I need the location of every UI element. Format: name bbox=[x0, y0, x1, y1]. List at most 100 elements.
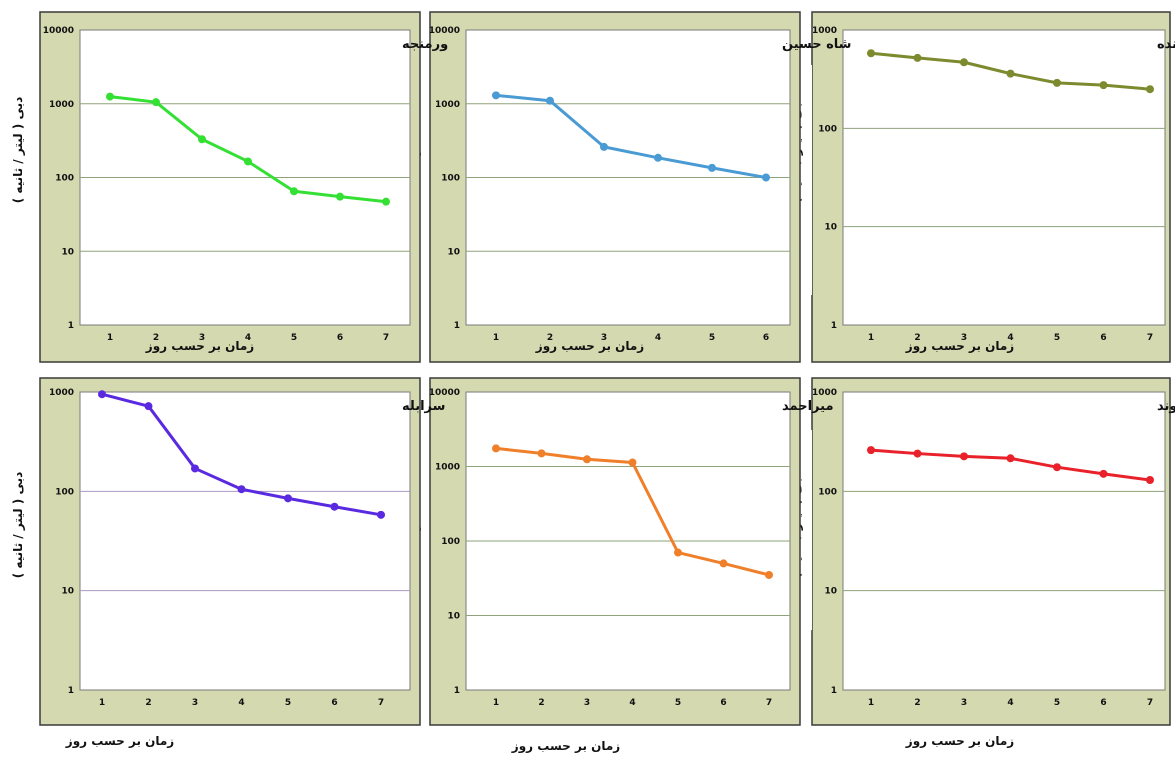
x-tick-label: 5 bbox=[1054, 698, 1060, 708]
data-point bbox=[284, 494, 292, 503]
y-tick-label: 10 bbox=[447, 247, 460, 257]
y-tick-label: 100 bbox=[55, 174, 74, 184]
data-point bbox=[537, 449, 546, 458]
series-line bbox=[494, 93, 768, 179]
data-point bbox=[106, 92, 114, 101]
y-tick-label: 100 bbox=[55, 487, 74, 497]
x-tick-label: 3 bbox=[961, 333, 967, 343]
y-tick-label: 10000 bbox=[43, 26, 74, 36]
data-point bbox=[290, 187, 298, 196]
x-tick-label: 6 bbox=[1100, 698, 1106, 708]
x-tick-label: 4 bbox=[655, 333, 661, 343]
data-point bbox=[960, 452, 968, 461]
x-tick-label: 3 bbox=[601, 333, 607, 343]
x-tick-label: 6 bbox=[1100, 333, 1106, 343]
data-point bbox=[1099, 469, 1108, 478]
data-point bbox=[330, 502, 339, 511]
y-tick-label: 1 bbox=[68, 686, 74, 696]
chart-panel: 11010010001234567خضرزندهزمان بر حسب روزد… bbox=[789, 11, 1175, 363]
chart-title: خضرزنده bbox=[1157, 37, 1175, 52]
x-tick-label: 5 bbox=[675, 698, 681, 708]
data-point bbox=[628, 458, 637, 467]
chart-panel: 1 10 100 1000 10000 1 2 3 4 5 6 7 ورمنجه زمان بر حسب … bbox=[11, 11, 448, 363]
x-tick-label: 3 bbox=[584, 698, 590, 708]
x-tick-label: 1 bbox=[868, 698, 874, 708]
x-tick-label: 4 bbox=[1007, 333, 1013, 343]
data-point bbox=[1146, 85, 1154, 94]
data-point bbox=[913, 449, 922, 458]
data-point bbox=[1053, 78, 1061, 87]
data-point bbox=[382, 197, 390, 206]
data-point bbox=[719, 559, 728, 568]
data-point bbox=[237, 485, 246, 494]
chart-panel: 1 10 100 1000 10000 1 2 3 4 5 6 شاه حسین زمان بر حسب… bbox=[407, 11, 851, 363]
chart-panel: 1101001000100001234567میراحمددبی ( لیتر … bbox=[407, 377, 834, 726]
data-point bbox=[654, 153, 662, 162]
y-tick-label: 1 bbox=[831, 686, 837, 696]
y-tick-label: 100 bbox=[818, 487, 837, 497]
data-point bbox=[152, 98, 160, 107]
x-tick-label: 1 bbox=[107, 333, 113, 343]
x-tick-label: 1 bbox=[99, 698, 105, 708]
y-tick-label: 10 bbox=[824, 223, 837, 233]
data-point bbox=[546, 96, 554, 105]
y-tick-label: 10 bbox=[61, 247, 74, 257]
x-axis-caption: زمان بر حسب روز bbox=[905, 734, 1015, 749]
data-point bbox=[765, 570, 773, 579]
x-axis-caption: زمان بر حسب روز bbox=[511, 739, 621, 754]
data-point bbox=[960, 58, 968, 67]
y-tick-label: 1 bbox=[454, 686, 460, 696]
y-tick-label: 100 bbox=[441, 174, 460, 184]
y-tick-label: 10 bbox=[447, 612, 460, 622]
x-tick-label: 5 bbox=[709, 333, 715, 343]
x-tick-label: 1 bbox=[493, 698, 499, 708]
x-tick-label: 6 bbox=[763, 333, 769, 343]
x-tick-label: 3 bbox=[961, 698, 967, 708]
data-point bbox=[762, 173, 770, 182]
data-point bbox=[1006, 69, 1015, 78]
x-tick-label: 1 bbox=[493, 333, 499, 343]
x-tick-label: 4 bbox=[245, 333, 251, 343]
x-tick-label: 4 bbox=[1007, 698, 1013, 708]
data-point bbox=[708, 163, 716, 172]
data-point bbox=[674, 548, 682, 557]
chart-title: ورمنجه bbox=[402, 37, 448, 52]
x-axis-label: زمان بر حسب روز bbox=[905, 339, 1015, 354]
chart-title: سرابله bbox=[402, 399, 445, 414]
y-tick-label: 1000 bbox=[812, 388, 837, 398]
x-tick-label: 2 bbox=[145, 698, 151, 708]
data-point bbox=[1053, 463, 1061, 472]
plot-area bbox=[842, 29, 1166, 326]
x-tick-label: 3 bbox=[199, 333, 205, 343]
data-point bbox=[144, 402, 153, 411]
x-axis-label: زمان بر حسب روز bbox=[145, 339, 255, 354]
data-point bbox=[600, 142, 608, 151]
y-tick-label: 1000 bbox=[49, 388, 74, 398]
x-tick-label: 7 bbox=[383, 333, 389, 343]
data-point bbox=[336, 192, 344, 201]
data-point bbox=[913, 53, 922, 62]
x-tick-label: 3 bbox=[192, 698, 198, 708]
y-axis-label: دبی ( لیتر / ثانیه ) bbox=[11, 97, 25, 204]
data-point bbox=[583, 455, 591, 464]
y-tick-label: 100 bbox=[818, 124, 837, 134]
x-tick-label: 5 bbox=[285, 698, 291, 708]
y-tick-label: 10 bbox=[61, 587, 74, 597]
x-tick-label: 2 bbox=[914, 698, 920, 708]
x-axis-caption: زمان بر حسب روز bbox=[65, 734, 175, 749]
y-tick-label: 10000 bbox=[429, 26, 460, 36]
y-tick-label: 10 bbox=[824, 587, 837, 597]
y-axis-label: دبی ( لیتر / ثانیه ) bbox=[11, 472, 25, 579]
data-point bbox=[1006, 454, 1015, 463]
y-tick-label: 1000 bbox=[49, 100, 74, 110]
data-point bbox=[191, 464, 199, 473]
y-tick-label: 1 bbox=[68, 321, 74, 331]
x-tick-label: 4 bbox=[629, 698, 635, 708]
x-tick-label: 7 bbox=[766, 698, 772, 708]
x-tick-label: 4 bbox=[238, 698, 244, 708]
data-point bbox=[492, 91, 500, 100]
y-tick-label: 1000 bbox=[435, 100, 460, 110]
data-point bbox=[1146, 476, 1154, 485]
data-point bbox=[244, 157, 252, 166]
